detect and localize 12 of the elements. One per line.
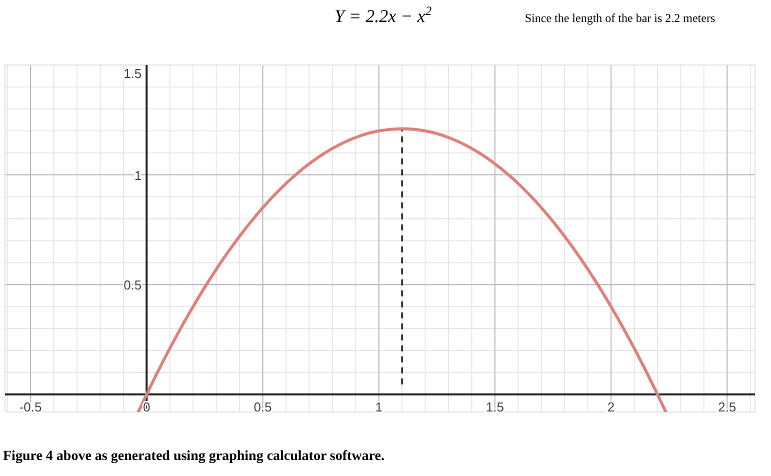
y-tick-label: 1	[134, 168, 142, 183]
x-tick-label: 1.5	[486, 399, 504, 414]
chart-subtitle: Since the length of the bar is 2.2 meters	[524, 11, 716, 25]
y-tick-label: 1.5	[124, 66, 142, 81]
x-tick-label: 2	[607, 399, 615, 414]
x-tick-label: -0.5	[19, 399, 42, 414]
caption: Figure 4 above as generated using graphing calculator software.	[3, 449, 384, 464]
x-tick-label: 2.5	[718, 399, 736, 414]
x-tick-label: 1	[375, 399, 382, 414]
chart-title: Y = 2.2x − x$^{2}$	[334, 4, 432, 26]
y-tick-label: 0.5	[124, 278, 142, 293]
x-tick-label: 0.5	[254, 399, 272, 414]
